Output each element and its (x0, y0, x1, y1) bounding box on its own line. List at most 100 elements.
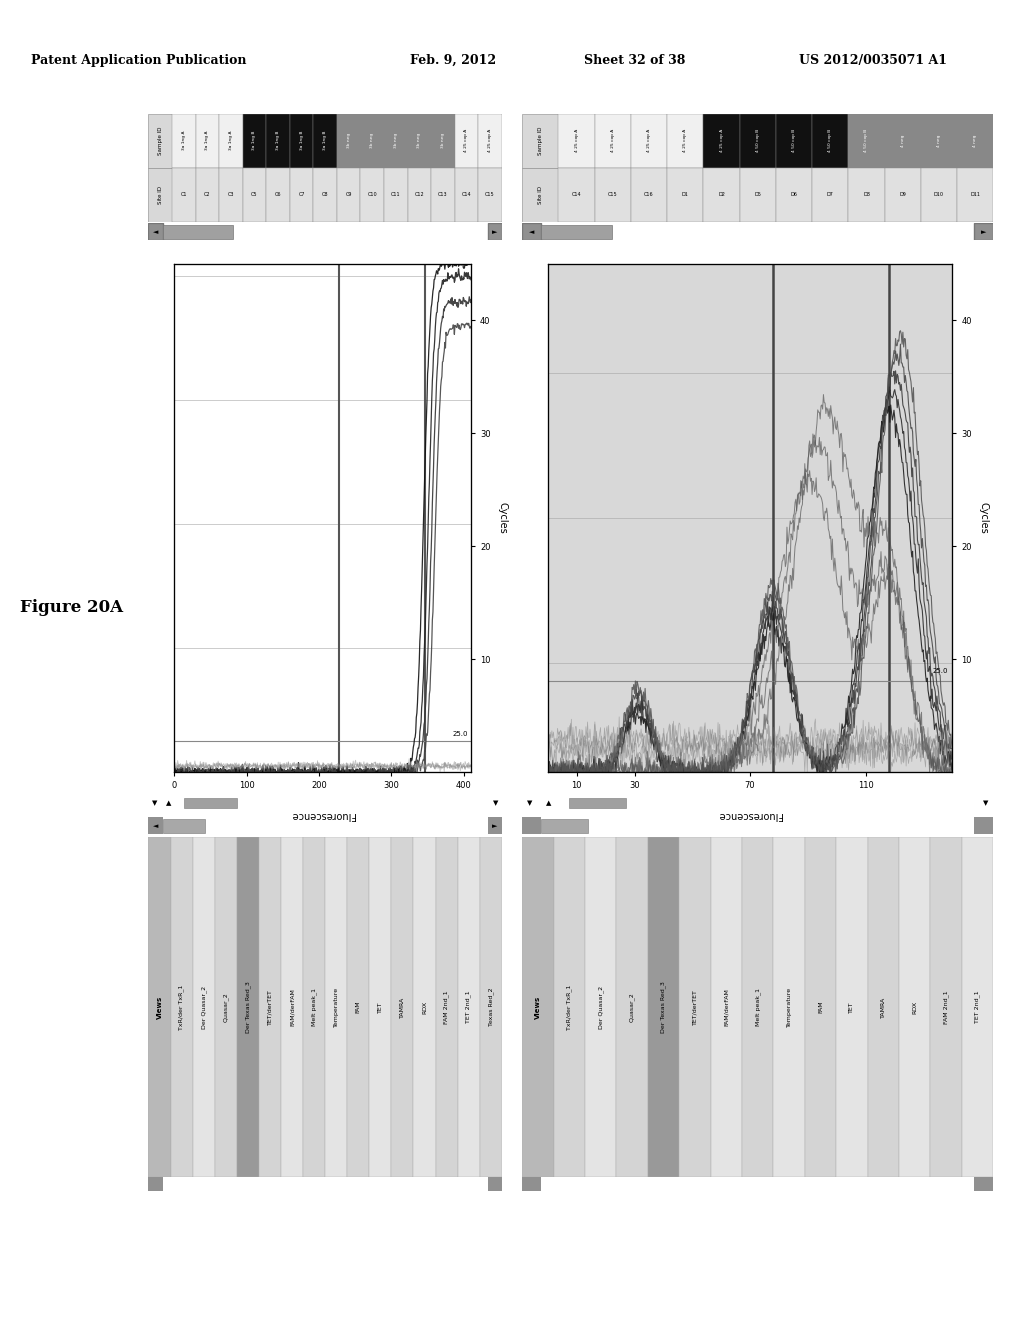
Text: D5: D5 (755, 193, 761, 197)
Bar (739, 114, 776, 168)
Text: ROX: ROX (422, 1001, 427, 1014)
Bar (975, 1177, 993, 1191)
Text: 3a 1ng B: 3a 1ng B (253, 131, 256, 150)
Bar (408, 114, 431, 168)
Bar (541, 224, 611, 239)
Bar (931, 837, 962, 1177)
Bar (522, 114, 558, 168)
Bar (487, 223, 502, 240)
Bar (290, 114, 313, 168)
Text: ►: ► (981, 228, 986, 235)
Text: C14: C14 (571, 193, 582, 197)
Bar (885, 114, 921, 168)
Bar (837, 837, 867, 1177)
Bar (522, 223, 541, 240)
Text: ◄: ◄ (153, 228, 159, 235)
Bar (184, 799, 237, 808)
Text: Sample ID: Sample ID (538, 127, 543, 154)
Bar (163, 818, 205, 833)
Text: Sheet 32 of 38: Sheet 32 of 38 (584, 54, 685, 67)
Text: Feb. 9, 2012: Feb. 9, 2012 (410, 54, 496, 67)
Text: TET: TET (378, 1002, 383, 1012)
Bar (703, 168, 739, 222)
Text: ►: ► (492, 228, 498, 235)
Text: 4 50 cop B: 4 50 cop B (756, 129, 760, 152)
Text: Der Texas Red_3: Der Texas Red_3 (660, 981, 667, 1034)
Text: D10: D10 (934, 193, 944, 197)
Text: 3a 1ng B: 3a 1ng B (276, 131, 280, 150)
Text: Quasar_2: Quasar_2 (223, 993, 228, 1022)
Text: FAM/derFAM: FAM/derFAM (724, 989, 729, 1026)
Bar (585, 837, 616, 1177)
Text: C16: C16 (644, 193, 654, 197)
Bar (243, 114, 266, 168)
Bar (266, 168, 290, 222)
Bar (975, 223, 993, 240)
Text: ◄: ◄ (153, 822, 159, 829)
Text: 4 50 cop B: 4 50 cop B (792, 129, 796, 152)
Bar (172, 168, 196, 222)
Bar (219, 168, 243, 222)
Bar (196, 114, 219, 168)
Text: 4 25 cop A: 4 25 cop A (647, 129, 651, 152)
Bar (773, 837, 805, 1177)
Text: C15: C15 (608, 193, 617, 197)
Bar (148, 837, 171, 1177)
Text: FAM: FAM (818, 1001, 823, 1014)
Bar (431, 114, 455, 168)
Bar (921, 168, 957, 222)
Bar (522, 168, 558, 222)
Bar (148, 223, 163, 240)
Bar (867, 837, 899, 1177)
Text: 25.0: 25.0 (453, 731, 468, 738)
Text: 3a 1ng A: 3a 1ng A (182, 131, 185, 150)
Bar (281, 837, 303, 1177)
Text: FAM 2nd_1: FAM 2nd_1 (443, 990, 450, 1024)
Text: C5: C5 (251, 193, 258, 197)
Bar (668, 114, 703, 168)
Bar (679, 837, 711, 1177)
Bar (431, 168, 455, 222)
Text: TET/derTET: TET/derTET (692, 989, 697, 1026)
Text: D9: D9 (899, 193, 906, 197)
Text: C9: C9 (345, 193, 352, 197)
Text: D6: D6 (791, 193, 798, 197)
Text: 3a 1ng B: 3a 1ng B (324, 131, 327, 150)
Text: 4 25 cop A: 4 25 cop A (683, 129, 687, 152)
Bar (703, 114, 739, 168)
Text: C8: C8 (322, 193, 329, 197)
Bar (478, 168, 502, 222)
Text: 3b neg: 3b neg (394, 133, 397, 148)
Bar (215, 837, 237, 1177)
Text: Patent Application Publication: Patent Application Publication (31, 54, 246, 67)
Text: Figure 20A: Figure 20A (20, 599, 123, 615)
Text: TAMRA: TAMRA (881, 997, 886, 1018)
Text: 3a 1ng A: 3a 1ng A (206, 131, 209, 150)
Text: TET 2nd_1: TET 2nd_1 (466, 991, 471, 1023)
Bar (243, 168, 266, 222)
Bar (171, 837, 193, 1177)
Text: 4 neg: 4 neg (973, 135, 977, 147)
Text: TxR/der TxR_1: TxR/der TxR_1 (566, 985, 572, 1030)
Bar (384, 114, 408, 168)
Text: C11: C11 (391, 193, 400, 197)
Text: Site ID: Site ID (538, 186, 543, 203)
Text: 4 50 cop B: 4 50 cop B (828, 129, 833, 152)
Text: Melt peak_1: Melt peak_1 (311, 989, 316, 1026)
Text: 3b neg: 3b neg (441, 133, 444, 148)
Text: C1: C1 (180, 193, 187, 197)
Bar (595, 168, 631, 222)
Text: Melt peak_1: Melt peak_1 (755, 989, 761, 1026)
Bar (957, 168, 993, 222)
Y-axis label: Cycles: Cycles (979, 502, 988, 535)
Text: ▼: ▼ (527, 800, 532, 807)
Text: C13: C13 (438, 193, 447, 197)
Bar (478, 114, 502, 168)
Text: TET/derTET: TET/derTET (267, 989, 272, 1026)
Bar (455, 114, 478, 168)
Y-axis label: Cycles: Cycles (498, 502, 507, 535)
Text: Der Quasar_2: Der Quasar_2 (201, 986, 207, 1028)
Bar (558, 168, 595, 222)
Bar (479, 837, 502, 1177)
Text: C12: C12 (415, 193, 424, 197)
